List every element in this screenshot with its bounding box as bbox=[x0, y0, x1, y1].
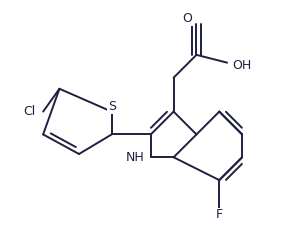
Text: OH: OH bbox=[232, 59, 252, 72]
Text: NH: NH bbox=[125, 151, 144, 164]
Text: Cl: Cl bbox=[23, 105, 35, 118]
Text: S: S bbox=[108, 100, 116, 113]
Text: O: O bbox=[182, 12, 192, 25]
Text: F: F bbox=[216, 208, 223, 221]
